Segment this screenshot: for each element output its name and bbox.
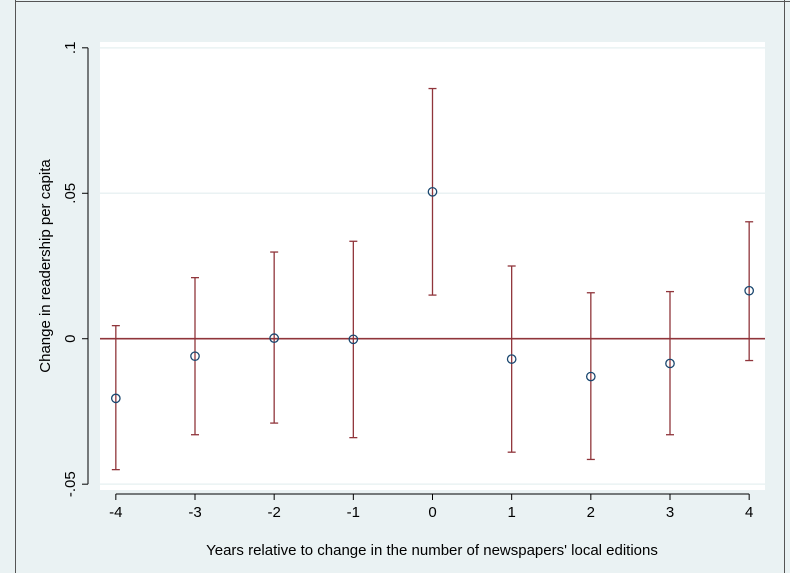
- y-tick-label-1: 0: [62, 335, 79, 343]
- data-points: [110, 186, 755, 404]
- error-bar-4: [428, 87, 437, 296]
- x-tick-label-0: -4: [109, 504, 122, 521]
- y-tick-label-0: -.05: [62, 471, 79, 497]
- data-point-4: [427, 186, 438, 197]
- error-bars: [111, 87, 754, 471]
- data-point-0: [110, 393, 121, 404]
- x-axis-ticks: -4 -3 -2 -1 0 1 2 3 4: [109, 494, 753, 521]
- error-bar-0: [111, 324, 120, 471]
- error-bar-1: [191, 276, 199, 436]
- x-tick-label-5: 1: [507, 504, 515, 521]
- error-bar-8: [745, 221, 754, 362]
- y-axis-label: Change in readership per capita: [37, 159, 54, 373]
- y-tick-label-2: .05: [62, 183, 79, 204]
- data-point-2: [269, 333, 280, 343]
- data-point-1: [190, 351, 200, 362]
- error-bar-5: [507, 265, 516, 453]
- error-bar-7: [666, 290, 674, 436]
- x-tick-label-6: 2: [587, 504, 595, 521]
- error-bar-2: [270, 251, 279, 424]
- x-tick-label-7: 3: [666, 504, 674, 521]
- x-tick-label-4: 0: [428, 504, 436, 521]
- x-tick-label-1: -3: [188, 504, 201, 521]
- data-point-3: [348, 334, 359, 345]
- x-axis-label: Years relative to change in the number o…: [206, 542, 658, 559]
- data-point-5: [506, 354, 517, 364]
- x-tick-label-3: -1: [347, 504, 360, 521]
- error-bar-3: [349, 240, 358, 439]
- error-bar-6: [586, 292, 595, 461]
- y-axis-ticks: -.05 0 .05 .1: [62, 42, 88, 497]
- x-tick-label-2: -2: [267, 504, 280, 521]
- x-tick-label-8: 4: [745, 504, 753, 521]
- data-point-6: [585, 371, 596, 382]
- data-point-7: [665, 358, 675, 369]
- y-tick-label-3: .1: [62, 42, 79, 55]
- data-point-8: [744, 285, 755, 296]
